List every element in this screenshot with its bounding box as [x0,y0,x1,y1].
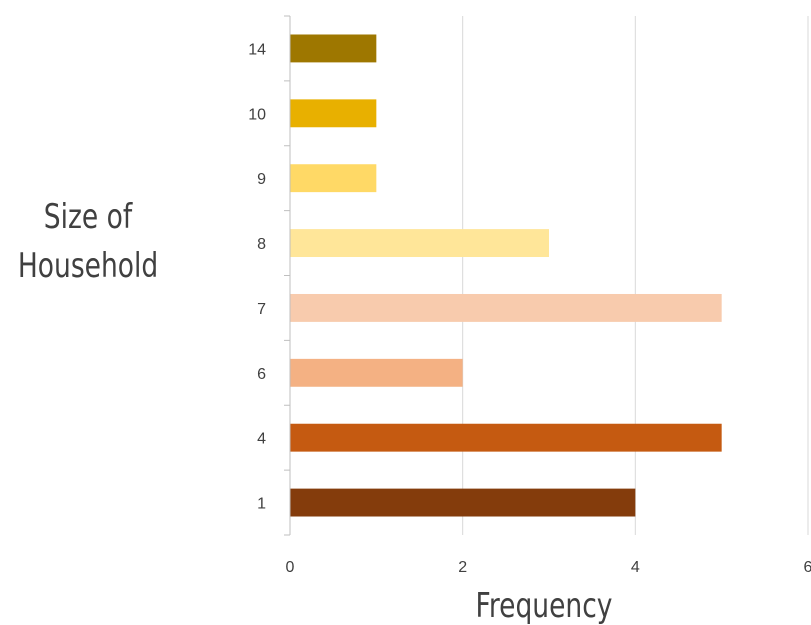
y-tick-label-6: 6 [257,366,266,383]
bar-9 [290,164,377,193]
y-tick-label-9: 9 [257,171,266,188]
y-tick-label-10: 10 [248,106,266,123]
y-axis-title-line-2: Household [18,247,158,286]
y-tick-label-1: 1 [257,496,266,513]
y-axis-title-line-1: Size of [44,198,134,237]
y-tick-label-7: 7 [257,301,266,318]
bar-14 [290,34,377,63]
x-tick-label-4: 4 [631,559,640,576]
bar-1 [290,488,636,517]
y-tick-label-14: 14 [248,41,266,58]
x-axis-title: Frequency [476,587,613,625]
x-tick-label-0: 0 [286,559,295,576]
gridlines [462,16,809,535]
x-tick-label-2: 2 [458,559,467,576]
bar-6 [290,358,463,387]
y-tick-label-4: 4 [257,431,266,448]
y-axis-ticks [284,15,290,536]
bar-7 [290,293,722,322]
bar-8 [290,229,549,258]
y-tick-label-8: 8 [257,236,266,253]
bars [290,34,722,517]
bar-4 [290,423,722,452]
x-axis-tick-labels: 0 2 4 6 [286,559,811,576]
bar-10 [290,99,377,128]
x-tick-label-6: 6 [804,559,811,576]
